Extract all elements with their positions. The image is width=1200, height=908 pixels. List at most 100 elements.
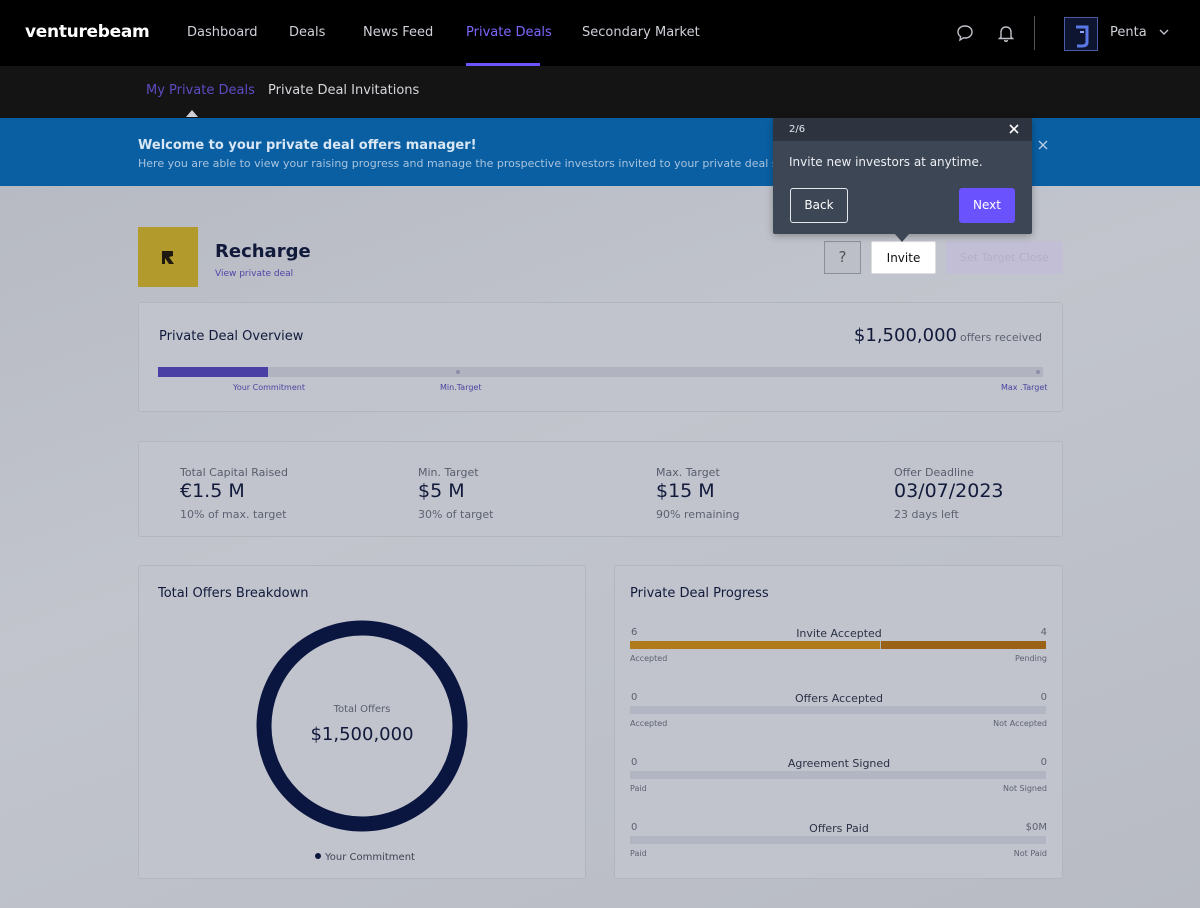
breakdown-title: Total Offers Breakdown [158, 586, 309, 601]
stat-value: $5 M [418, 480, 465, 502]
min-target-label: Min.Target [440, 383, 482, 392]
nav-link-deals[interactable]: Deals [289, 25, 326, 40]
stat-value: €1.5 M [180, 480, 245, 502]
progress-sub-left: Paid [630, 849, 647, 858]
avatar[interactable] [1064, 17, 1098, 51]
progress-sub-right: Pending [1015, 654, 1047, 663]
banner-title: Welcome to your private deal offers mana… [138, 138, 477, 153]
nav-link-dashboard[interactable]: Dashboard [187, 25, 258, 40]
progress-right-count: $0M [1025, 822, 1047, 833]
progress-row-offers-accepted: 0 Offers Accepted 0 Accepted Not Accepte… [630, 692, 1048, 742]
bell-icon[interactable] [995, 22, 1017, 44]
user-name[interactable]: Penta [1110, 25, 1147, 40]
stats-card: Total Capital Raised €1.5 M 10% of max. … [138, 441, 1063, 537]
top-navigation: venturebeam Dashboard Deals News Feed Pr… [0, 0, 1200, 66]
set-target-close-button[interactable]: Set Target Close [946, 241, 1063, 274]
deal-progress-card: Private Deal Progress 6 Invite Accepted … [614, 565, 1063, 879]
offers-received: $1,500,000 offers received [854, 325, 1042, 346]
tooltip-next-button[interactable]: Next [959, 188, 1015, 223]
progress-title: Private Deal Progress [630, 586, 769, 601]
sub-navigation: My Private Deals Private Deal Invitation… [0, 66, 1200, 118]
stat-value: 03/07/2023 [894, 480, 1004, 502]
company-logo [138, 227, 198, 287]
progress-left-count: 6 [631, 627, 638, 638]
banner-text: Here you are able to view your raising p… [138, 157, 829, 170]
tooltip-text: Invite new investors at anytime. [789, 155, 983, 169]
help-button[interactable]: ? [824, 241, 861, 274]
brand-logo[interactable]: venturebeam [25, 22, 150, 42]
progress-sub-left: Accepted [630, 654, 668, 663]
overview-title: Private Deal Overview [159, 329, 304, 344]
progress-row-title: Agreement Signed [787, 757, 891, 770]
max-target-label: Max .Target [1001, 383, 1048, 392]
close-icon[interactable] [1008, 123, 1020, 135]
offers-suffix: offers received [959, 331, 1042, 344]
progress-segment-accepted [630, 641, 880, 649]
stat-value: $15 M [656, 480, 715, 502]
progress-row-agreement-signed: 0 Agreement Signed 0 Paid Not Signed [630, 757, 1048, 807]
progress-sub-right: Not Accepted [993, 719, 1047, 728]
progress-row-title: Offers Accepted [795, 692, 883, 705]
progress-bar [630, 771, 1046, 779]
stat-label: Total Capital Raised [180, 466, 288, 479]
donut-center-value: $1,500,000 [310, 724, 414, 745]
chat-icon[interactable] [954, 22, 976, 44]
tooltip-step: 2/6 [789, 124, 806, 135]
progress-row-offers-paid: 0 Offers Paid $0M Paid Not Paid [630, 822, 1048, 872]
progress-sub-left: Paid [630, 784, 647, 793]
stat-sub: 90% remaining [656, 508, 740, 521]
progress-sub-left: Accepted [630, 719, 668, 728]
progress-sub-right: Not Paid [1013, 849, 1047, 858]
nav-divider [1034, 16, 1035, 50]
tooltip-back-button[interactable]: Back [790, 188, 848, 223]
tab-private-deal-invitations[interactable]: Private Deal Invitations [268, 83, 420, 98]
progress-left-count: 0 [631, 692, 638, 703]
offers-breakdown-card: Total Offers Breakdown Total Offers $1,5… [138, 565, 586, 879]
active-nav-indicator [466, 63, 540, 66]
progress-bar [630, 836, 1046, 844]
donut-legend: Your Commitment [315, 852, 415, 863]
stat-label: Offer Deadline [894, 466, 974, 479]
progress-bar [630, 641, 1046, 649]
close-icon[interactable] [1036, 138, 1050, 152]
donut-ring [256, 620, 468, 832]
progress-segment-pending [880, 641, 1046, 649]
progress-right-count: 0 [1040, 757, 1047, 768]
view-private-deal-link[interactable]: View private deal [215, 269, 294, 279]
offers-donut-chart [256, 620, 468, 832]
legend-dot [315, 853, 321, 859]
progress-row-title: Invite Accepted [796, 627, 882, 640]
stat-sub: 23 days left [894, 508, 959, 521]
progress-row-invite-accepted: 6 Invite Accepted 4 Accepted Pending [630, 627, 1048, 677]
deal-name: Recharge [215, 241, 311, 262]
progress-right-count: 0 [1040, 692, 1047, 703]
stat-label: Max. Target [656, 466, 720, 479]
nav-link-secondary-market[interactable]: Secondary Market [582, 25, 700, 40]
tooltip-arrow [895, 234, 909, 242]
invite-button[interactable]: Invite [871, 241, 936, 274]
overview-progress-track [158, 367, 1043, 377]
chevron-down-icon[interactable] [1157, 27, 1171, 37]
progress-sub-right: Not Signed [1002, 784, 1047, 793]
overview-progress-fill [158, 367, 268, 377]
max-target-marker [1036, 370, 1040, 374]
tooltip-header: 2/6 [773, 118, 1032, 141]
progress-row-title: Offers Paid [809, 822, 869, 835]
avatar-logo-icon [1076, 25, 1089, 48]
nav-link-news-feed[interactable]: News Feed [363, 25, 434, 40]
progress-right-count: 4 [1040, 627, 1047, 638]
nav-link-private-deals[interactable]: Private Deals [466, 25, 552, 40]
tab-my-private-deals[interactable]: My Private Deals [146, 83, 255, 98]
progress-left-count: 0 [631, 757, 638, 768]
commitment-label: Your Commitment [233, 383, 305, 392]
deal-overview-card: Private Deal Overview $1,500,000 offers r… [138, 302, 1063, 412]
progress-left-count: 0 [631, 822, 638, 833]
onboarding-tooltip: 2/6 Invite new investors at anytime. Bac… [773, 118, 1032, 234]
recharge-logo-icon [162, 251, 174, 264]
progress-bar [630, 706, 1046, 714]
min-target-marker [456, 370, 460, 374]
stat-sub: 10% of max. target [180, 508, 287, 521]
active-tab-caret [186, 110, 198, 117]
donut-center-label: Total Offers [333, 704, 391, 715]
stat-label: Min. Target [418, 466, 479, 479]
